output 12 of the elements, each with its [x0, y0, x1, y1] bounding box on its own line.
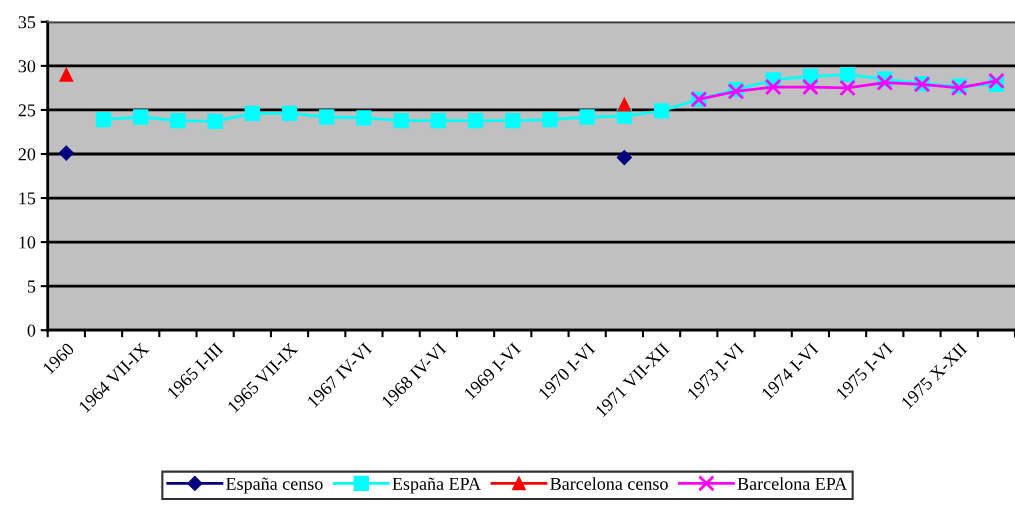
legend-label: Barcelona EPA — [737, 477, 848, 490]
y-tick-label: 15 — [19, 192, 36, 205]
legend-label: Barcelona censo — [550, 477, 668, 490]
y-tick-label: 25 — [18, 104, 36, 117]
legend-label: España censo — [226, 477, 323, 494]
y-tick-label: 0 — [27, 324, 36, 337]
y-tick-label: 35 — [18, 16, 36, 29]
legend-label: España EPA — [392, 477, 481, 494]
y-tick-label: 5 — [27, 280, 36, 293]
y-tick-label: 20 — [18, 148, 36, 161]
y-tick-label: 10 — [19, 236, 36, 249]
y-tick-label: 30 — [18, 60, 36, 73]
